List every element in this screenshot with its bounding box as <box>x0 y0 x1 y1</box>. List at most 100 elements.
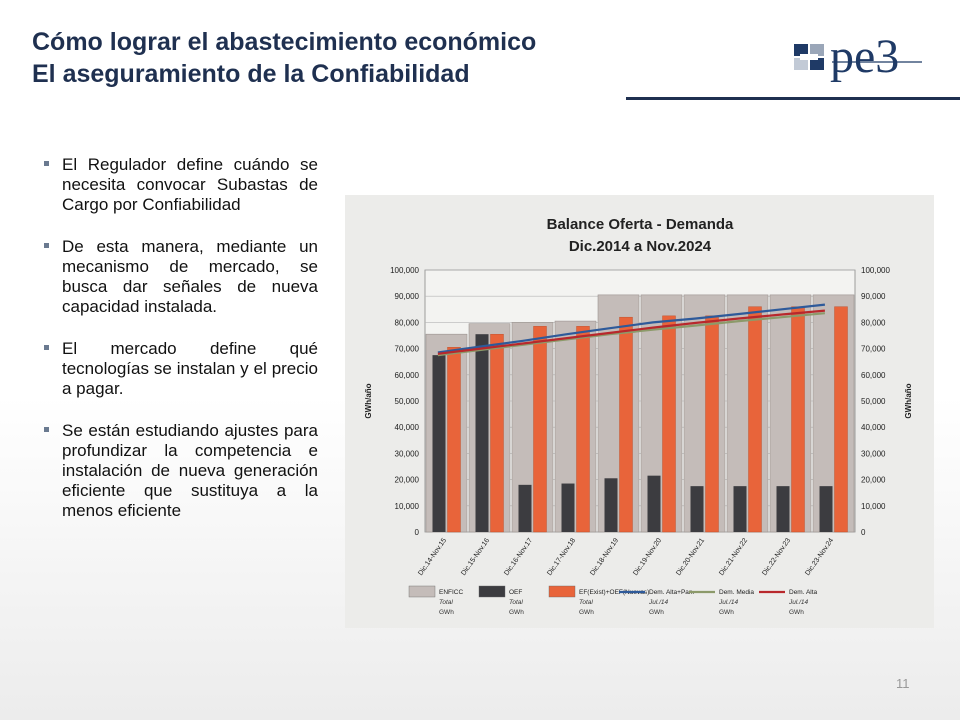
bullet-item: El Regulador define cuándo se necesita c… <box>42 155 318 215</box>
y-tick-label-left: 80,000 <box>395 318 420 327</box>
y-tick-label-left: 90,000 <box>395 292 420 301</box>
y-tick-label-right: 70,000 <box>861 345 886 354</box>
bar-oef <box>561 483 575 532</box>
bar-oef <box>776 486 790 532</box>
bar-ef <box>533 326 547 533</box>
bar-ef <box>834 306 848 533</box>
legend-sub: GWh <box>649 609 664 616</box>
x-tick-label: Dic.17-Nov.18 <box>546 537 577 577</box>
series-line <box>437 309 825 355</box>
legend-swatch <box>478 585 506 598</box>
bar-oef <box>604 478 618 532</box>
bar-ef <box>576 326 590 533</box>
legend-sub: GWh <box>719 609 734 616</box>
chart-frame: Balance Oferta - Demanda Dic.2014 a Nov.2… <box>345 195 934 628</box>
y-tick-label-left: 40,000 <box>395 423 420 432</box>
legend-swatch <box>408 585 436 598</box>
x-tick-label: Dic.22-Nov.23 <box>761 537 792 577</box>
logo-text: pe3 <box>830 30 899 83</box>
bar-ef <box>705 315 719 533</box>
bar-enficc <box>769 294 812 533</box>
legend-sub: Jul./14 <box>718 599 739 606</box>
legend-label: Dem. Media <box>719 589 754 596</box>
y-tick-label-right: 0 <box>861 528 866 537</box>
y-tick-label-right: 40,000 <box>861 423 886 432</box>
bar-oef <box>475 334 489 532</box>
x-tick-label: Dic.21-Nov.22 <box>718 537 749 577</box>
bar-oef <box>432 355 446 532</box>
bar-enficc <box>511 322 554 533</box>
bullet-item: De esta manera, mediante un mecanismo de… <box>42 237 318 317</box>
bar-ef <box>791 306 805 533</box>
bullet-marker-icon <box>44 243 49 248</box>
bullet-text: Se están estudiando ajustes para profund… <box>62 421 318 520</box>
bullet-text: El Regulador define cuándo se necesita c… <box>62 155 318 214</box>
y-tick-label-right: 10,000 <box>861 502 886 511</box>
y-tick-label-left: 30,000 <box>395 449 420 458</box>
y-tick-label-left: 50,000 <box>395 397 420 406</box>
legend-label: Dem. Alta+Pan. <box>649 589 695 596</box>
series-line <box>437 312 826 357</box>
title-block: Cómo lograr el abastecimiento económico … <box>32 26 536 90</box>
bullet-text: De esta manera, mediante un mecanismo de… <box>62 237 318 316</box>
header-rule <box>626 97 960 100</box>
legend-label: ENFICC <box>439 589 464 596</box>
bullet-marker-icon <box>44 427 49 432</box>
legend-sub: GWh <box>509 609 524 616</box>
bar-enficc <box>468 323 511 533</box>
bullet-text: El mercado define qué tecnologías se ins… <box>62 339 318 398</box>
y-tick-label-right: 90,000 <box>861 292 886 301</box>
y-tick-label-right: 60,000 <box>861 371 886 380</box>
legend-label: OEF <box>509 589 522 596</box>
legend-label: EF(Exist)+OEF(Nuevas) <box>579 589 649 596</box>
bullet-item: Se están estudiando ajustes para profund… <box>42 421 318 521</box>
legend-sub: Jul./14 <box>648 599 669 606</box>
bar-enficc <box>554 320 597 533</box>
x-tick-label: Dic.19-Nov.20 <box>632 537 663 577</box>
y-tick-label-right: 80,000 <box>861 318 886 327</box>
slide-title: Cómo lograr el abastecimiento económico <box>32 28 537 56</box>
x-tick-label: Dic.14-Nov.15 <box>417 537 448 577</box>
bar-ef <box>748 306 762 533</box>
y-tick-label-left: 70,000 <box>395 345 420 354</box>
bar-ef <box>490 333 504 533</box>
chart-subtitle: Dic.2014 a Nov.2024 <box>569 238 712 255</box>
bar-ef <box>447 347 461 533</box>
bar-ef <box>619 316 633 533</box>
y-tick-label-left: 10,000 <box>395 502 420 511</box>
x-tick-label: Dic.15-Nov.16 <box>460 537 491 577</box>
y-tick-label-right: 50,000 <box>861 397 886 406</box>
y-tick-label-left: 100,000 <box>390 266 419 275</box>
bar-enficc <box>726 294 769 533</box>
legend-label: Dem. Alta <box>789 589 818 596</box>
bullet-marker-icon <box>44 161 49 166</box>
bar-enficc <box>683 294 726 533</box>
y-axis-label-right: GWh/año <box>904 383 913 418</box>
y-tick-label-left: 0 <box>415 528 420 537</box>
bar-oef <box>690 486 704 532</box>
y-tick-label-left: 20,000 <box>395 476 420 485</box>
bullet-item: El mercado define qué tecnologías se ins… <box>42 339 318 399</box>
legend-sub: Total <box>439 599 453 606</box>
x-tick-label: Dic.18-Nov.19 <box>589 537 620 577</box>
bullet-marker-icon <box>44 345 49 350</box>
chart-title: Balance Oferta - Demanda <box>547 216 734 233</box>
legend-sub: Jul./14 <box>788 599 809 606</box>
y-tick-label-right: 30,000 <box>861 449 886 458</box>
y-tick-label-left: 60,000 <box>395 371 420 380</box>
series-line <box>437 303 826 354</box>
bar-oef <box>733 486 747 532</box>
bar-oef <box>819 486 833 532</box>
bar-ef <box>662 315 676 533</box>
legend-sub: Total <box>579 599 593 606</box>
legend-swatch <box>548 585 576 598</box>
pe3-logo: pe3 <box>794 30 922 83</box>
y-tick-label-right: 20,000 <box>861 476 886 485</box>
bar-enficc <box>812 294 855 533</box>
slide-subtitle: El aseguramiento de la Confiabilidad <box>32 60 470 88</box>
bar-oef <box>647 475 661 532</box>
legend-sub: GWh <box>789 609 804 616</box>
legend-sub: GWh <box>579 609 594 616</box>
page-number: 11 <box>896 676 910 691</box>
x-tick-label: Dic.23-Nov.24 <box>804 537 835 577</box>
